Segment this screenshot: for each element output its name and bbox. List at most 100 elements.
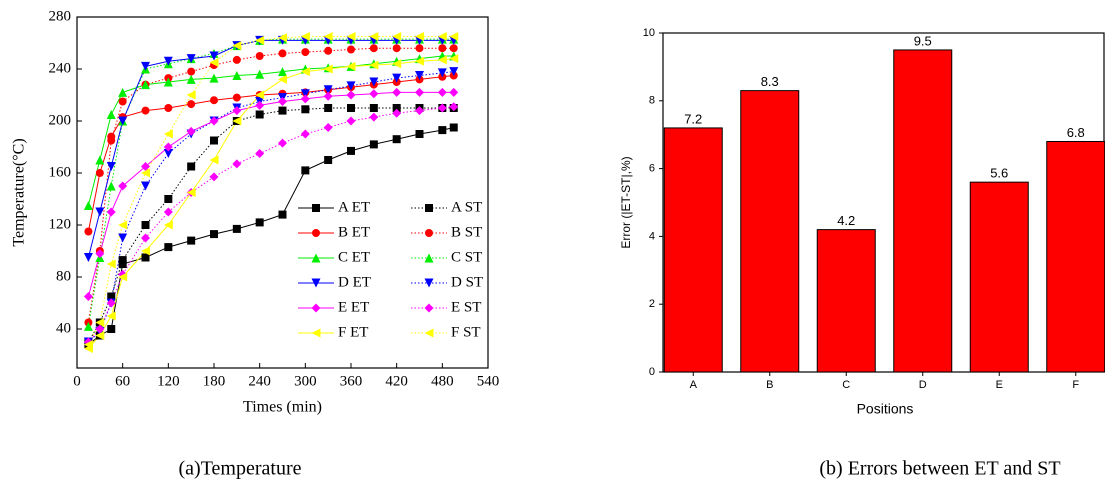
marker bbox=[141, 221, 150, 229]
x-tick-label: 240 bbox=[248, 373, 271, 389]
y-tick-label: 2 bbox=[649, 298, 655, 310]
marker bbox=[232, 71, 242, 80]
y-tick-label: 6 bbox=[649, 163, 655, 175]
marker bbox=[232, 93, 241, 102]
marker bbox=[311, 253, 321, 263]
marker bbox=[392, 44, 401, 53]
marker bbox=[424, 278, 434, 288]
x-tick-label: D bbox=[919, 379, 927, 391]
marker bbox=[210, 96, 218, 105]
marker bbox=[84, 227, 93, 236]
marker bbox=[107, 292, 116, 301]
marker bbox=[164, 243, 173, 252]
marker bbox=[369, 140, 378, 149]
y-tick-label: 10 bbox=[643, 27, 655, 39]
marker bbox=[347, 146, 355, 155]
marker bbox=[437, 103, 447, 113]
marker bbox=[95, 155, 105, 165]
marker bbox=[312, 204, 320, 212]
marker bbox=[83, 292, 93, 301]
legend-label: C ST bbox=[451, 249, 482, 265]
legend-label: F ET bbox=[338, 324, 368, 340]
series-line bbox=[87, 91, 454, 297]
marker bbox=[312, 229, 320, 237]
marker bbox=[163, 207, 173, 217]
marker bbox=[425, 229, 433, 237]
marker bbox=[118, 97, 127, 106]
value-label: 8.3 bbox=[761, 74, 779, 89]
marker bbox=[346, 116, 356, 126]
marker bbox=[347, 104, 355, 112]
bar bbox=[816, 229, 876, 373]
marker bbox=[141, 246, 150, 256]
caption: (a)Temperature bbox=[179, 458, 302, 480]
marker bbox=[437, 32, 447, 41]
marker bbox=[449, 44, 458, 53]
marker bbox=[209, 58, 219, 67]
marker bbox=[425, 204, 433, 212]
marker bbox=[209, 116, 219, 126]
y-tick-label: 80 bbox=[56, 268, 71, 284]
value-label: 9.5 bbox=[914, 33, 932, 48]
marker bbox=[278, 67, 287, 77]
marker bbox=[301, 48, 310, 57]
marker bbox=[83, 253, 93, 262]
x-tick-label: 0 bbox=[73, 373, 81, 389]
marker bbox=[141, 106, 150, 115]
marker bbox=[106, 110, 116, 119]
plot-frame bbox=[662, 32, 1105, 373]
marker bbox=[415, 106, 424, 116]
marker bbox=[415, 56, 424, 66]
marker bbox=[415, 32, 424, 41]
value-label: 6.8 bbox=[1067, 125, 1085, 140]
marker bbox=[255, 149, 265, 158]
x-tick-label: C bbox=[842, 379, 850, 391]
marker bbox=[415, 44, 424, 53]
marker bbox=[424, 253, 434, 263]
x-axis-label: Positions bbox=[857, 401, 914, 417]
marker bbox=[141, 61, 150, 71]
marker bbox=[255, 90, 265, 100]
marker bbox=[118, 116, 128, 126]
marker bbox=[255, 110, 264, 119]
marker bbox=[118, 87, 128, 97]
y-tick-label: 240 bbox=[49, 60, 72, 76]
marker bbox=[95, 249, 105, 259]
marker bbox=[278, 106, 287, 115]
marker bbox=[278, 210, 287, 219]
marker bbox=[209, 155, 219, 165]
marker bbox=[255, 218, 264, 227]
marker bbox=[437, 68, 447, 78]
marker bbox=[95, 324, 105, 334]
marker bbox=[449, 67, 459, 77]
marker bbox=[415, 87, 424, 97]
marker bbox=[347, 45, 355, 54]
marker bbox=[118, 233, 128, 243]
marker bbox=[187, 67, 196, 76]
marker bbox=[106, 298, 116, 308]
x-tick-label: 480 bbox=[431, 373, 454, 389]
marker bbox=[278, 97, 287, 106]
marker bbox=[210, 230, 218, 239]
plot-frame bbox=[76, 16, 489, 369]
marker bbox=[186, 188, 196, 197]
marker bbox=[163, 220, 173, 230]
legend-label: A ET bbox=[338, 199, 370, 215]
marker bbox=[163, 149, 173, 158]
marker bbox=[106, 162, 116, 171]
marker bbox=[118, 220, 128, 230]
x-tick-label: A bbox=[690, 379, 698, 391]
value-label: 5.6 bbox=[990, 166, 1008, 181]
marker bbox=[449, 32, 459, 41]
bar bbox=[663, 127, 723, 373]
marker bbox=[392, 135, 401, 144]
marker bbox=[323, 91, 333, 101]
series-line bbox=[87, 75, 454, 232]
marker bbox=[392, 87, 402, 97]
marker bbox=[186, 126, 196, 136]
marker bbox=[324, 156, 333, 164]
marker bbox=[106, 207, 116, 217]
legend-label: B ST bbox=[451, 224, 482, 240]
bar bbox=[1046, 140, 1105, 373]
marker bbox=[392, 59, 402, 69]
